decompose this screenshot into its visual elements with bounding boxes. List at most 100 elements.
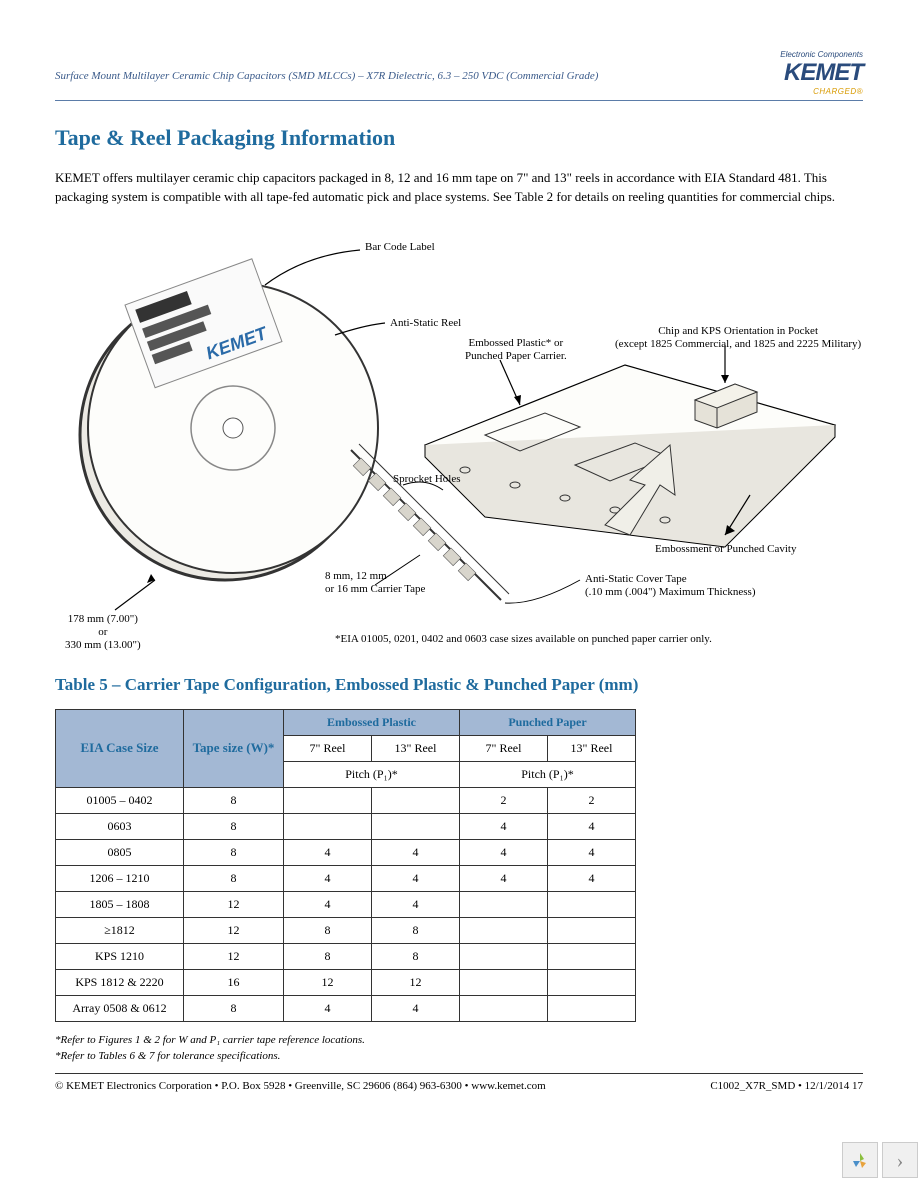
- table-cell: 0805: [56, 839, 184, 865]
- th-e7: 7" Reel: [284, 735, 372, 761]
- table-row: ≥18121288: [56, 917, 636, 943]
- table-cell: [548, 995, 636, 1021]
- table-row: KPS 1812 & 2220161212: [56, 969, 636, 995]
- table-cell: 12: [184, 943, 284, 969]
- table-cell: 8: [184, 787, 284, 813]
- th-tape: Tape size (W)*: [184, 709, 284, 787]
- table-cell: [372, 813, 460, 839]
- table-cell: 4: [460, 839, 548, 865]
- table-cell: 4: [372, 891, 460, 917]
- table-cell: 2: [548, 787, 636, 813]
- page-header: Surface Mount Multilayer Ceramic Chip Ca…: [55, 50, 863, 101]
- table-row: 1206 – 121084444: [56, 865, 636, 891]
- table-cell: 8: [184, 839, 284, 865]
- annot-reel-2: or: [98, 626, 107, 638]
- table-cell: 4: [284, 995, 372, 1021]
- annot-eia-note: *EIA 01005, 0201, 0402 and 0603 case siz…: [335, 633, 712, 645]
- table-cell: 4: [548, 865, 636, 891]
- table-cell: 4: [372, 839, 460, 865]
- annot-tape-1: 8 mm, 12 mm: [325, 570, 387, 582]
- annot-chip-1: Chip and KPS Orientation in Pocket: [658, 325, 818, 337]
- pager: ›: [842, 1142, 918, 1178]
- table-cell: 4: [548, 839, 636, 865]
- annot-reel-3: 330 mm (13.00"): [65, 639, 141, 651]
- table-cell: 1805 – 1808: [56, 891, 184, 917]
- table-cell: 4: [284, 891, 372, 917]
- table-cell: 12: [184, 917, 284, 943]
- table-cell: [548, 891, 636, 917]
- table-cell: 4: [548, 813, 636, 839]
- annot-carrier-1: Embossed Plastic* or: [469, 337, 564, 349]
- table-row: 01005 – 04028 22: [56, 787, 636, 813]
- pager-logo-icon[interactable]: [842, 1142, 878, 1178]
- table-row: 080584444: [56, 839, 636, 865]
- annot-chip-2: (except 1825 Commercial, and 1825 and 22…: [615, 338, 861, 350]
- th-pitch-p: Pitch (P₁)*: [460, 761, 636, 787]
- th-pitch-e: Pitch (P₁)*: [284, 761, 460, 787]
- table-row: Array 0508 & 0612844: [56, 995, 636, 1021]
- table-cell: 01005 – 0402: [56, 787, 184, 813]
- section-paragraph: KEMET offers multilayer ceramic chip cap…: [55, 169, 863, 207]
- table-row: 1805 – 18081244: [56, 891, 636, 917]
- table-cell: 2: [460, 787, 548, 813]
- table-cell: 4: [460, 865, 548, 891]
- table-row: 0603844: [56, 813, 636, 839]
- th-case: EIA Case Size: [56, 709, 184, 787]
- table-cell: 8: [372, 917, 460, 943]
- table-cell: KPS 1210: [56, 943, 184, 969]
- table-cell: 8: [284, 943, 372, 969]
- annot-barcode: Bar Code Label: [365, 241, 435, 253]
- table-title: Table 5 – Carrier Tape Configuration, Em…: [55, 675, 863, 695]
- table-cell: 4: [460, 813, 548, 839]
- table-cell: 12: [372, 969, 460, 995]
- table-cell: 4: [372, 865, 460, 891]
- table-cell: 4: [284, 865, 372, 891]
- annot-antistatic-reel: Anti-Static Reel: [390, 317, 461, 329]
- table-cell: 8: [184, 995, 284, 1021]
- table-cell: 8: [184, 865, 284, 891]
- annot-cover-2: (.10 mm (.004") Maximum Thickness): [585, 586, 756, 598]
- pager-next-button[interactable]: ›: [882, 1142, 918, 1178]
- table-cell: [548, 943, 636, 969]
- footnote-1: *Refer to Figures 1 & 2 for W and P₁ car…: [55, 1032, 863, 1049]
- table-footnotes: *Refer to Figures 1 & 2 for W and P₁ car…: [55, 1032, 863, 1065]
- table-cell: 12: [284, 969, 372, 995]
- annot-emboss: Embossment or Punched Cavity: [655, 543, 796, 555]
- table-cell: ≥1812: [56, 917, 184, 943]
- th-e13: 13" Reel: [372, 735, 460, 761]
- table-cell: [460, 995, 548, 1021]
- table-cell: [548, 917, 636, 943]
- footnote-2: *Refer to Tables 6 & 7 for tolerance spe…: [55, 1048, 863, 1065]
- table-cell: [284, 813, 372, 839]
- footer-right: C1002_X7R_SMD • 12/1/2014 17: [710, 1080, 863, 1092]
- page: Surface Mount Multilayer Ceramic Chip Ca…: [0, 0, 918, 1132]
- footer-left: © KEMET Electronics Corporation • P.O. B…: [55, 1080, 546, 1092]
- table-cell: [548, 969, 636, 995]
- th-p13: 13" Reel: [548, 735, 636, 761]
- table-cell: 8: [284, 917, 372, 943]
- annot-tape-2: or 16 mm Carrier Tape: [325, 583, 425, 595]
- table-cell: [460, 891, 548, 917]
- table-cell: 0603: [56, 813, 184, 839]
- table-cell: KPS 1812 & 2220: [56, 969, 184, 995]
- header-subtitle: Surface Mount Multilayer Ceramic Chip Ca…: [55, 50, 598, 82]
- annot-carrier-2: Punched Paper Carrier.: [465, 350, 567, 362]
- table-cell: [460, 943, 548, 969]
- table-cell: [372, 787, 460, 813]
- table-cell: 1206 – 1210: [56, 865, 184, 891]
- kemet-logo: Electronic Components KEMET CHARGED®: [780, 50, 863, 96]
- annot-cover-1: Anti-Static Cover Tape: [585, 573, 687, 585]
- table-row: KPS 12101288: [56, 943, 636, 969]
- table-cell: Array 0508 & 0612: [56, 995, 184, 1021]
- table-cell: 12: [184, 891, 284, 917]
- th-punched: Punched Paper: [460, 709, 636, 735]
- th-p7: 7" Reel: [460, 735, 548, 761]
- reel-diagram: KEMET: [55, 225, 863, 655]
- annot-sprocket: Sprocket Holes: [393, 473, 461, 485]
- page-footer: © KEMET Electronics Corporation • P.O. B…: [55, 1073, 863, 1092]
- carrier-tape-table: EIA Case Size Tape size (W)* Embossed Pl…: [55, 709, 636, 1022]
- logo-main: KEMET: [780, 59, 863, 87]
- table-cell: [284, 787, 372, 813]
- th-embossed: Embossed Plastic: [284, 709, 460, 735]
- logo-tagline: Electronic Components: [780, 50, 863, 59]
